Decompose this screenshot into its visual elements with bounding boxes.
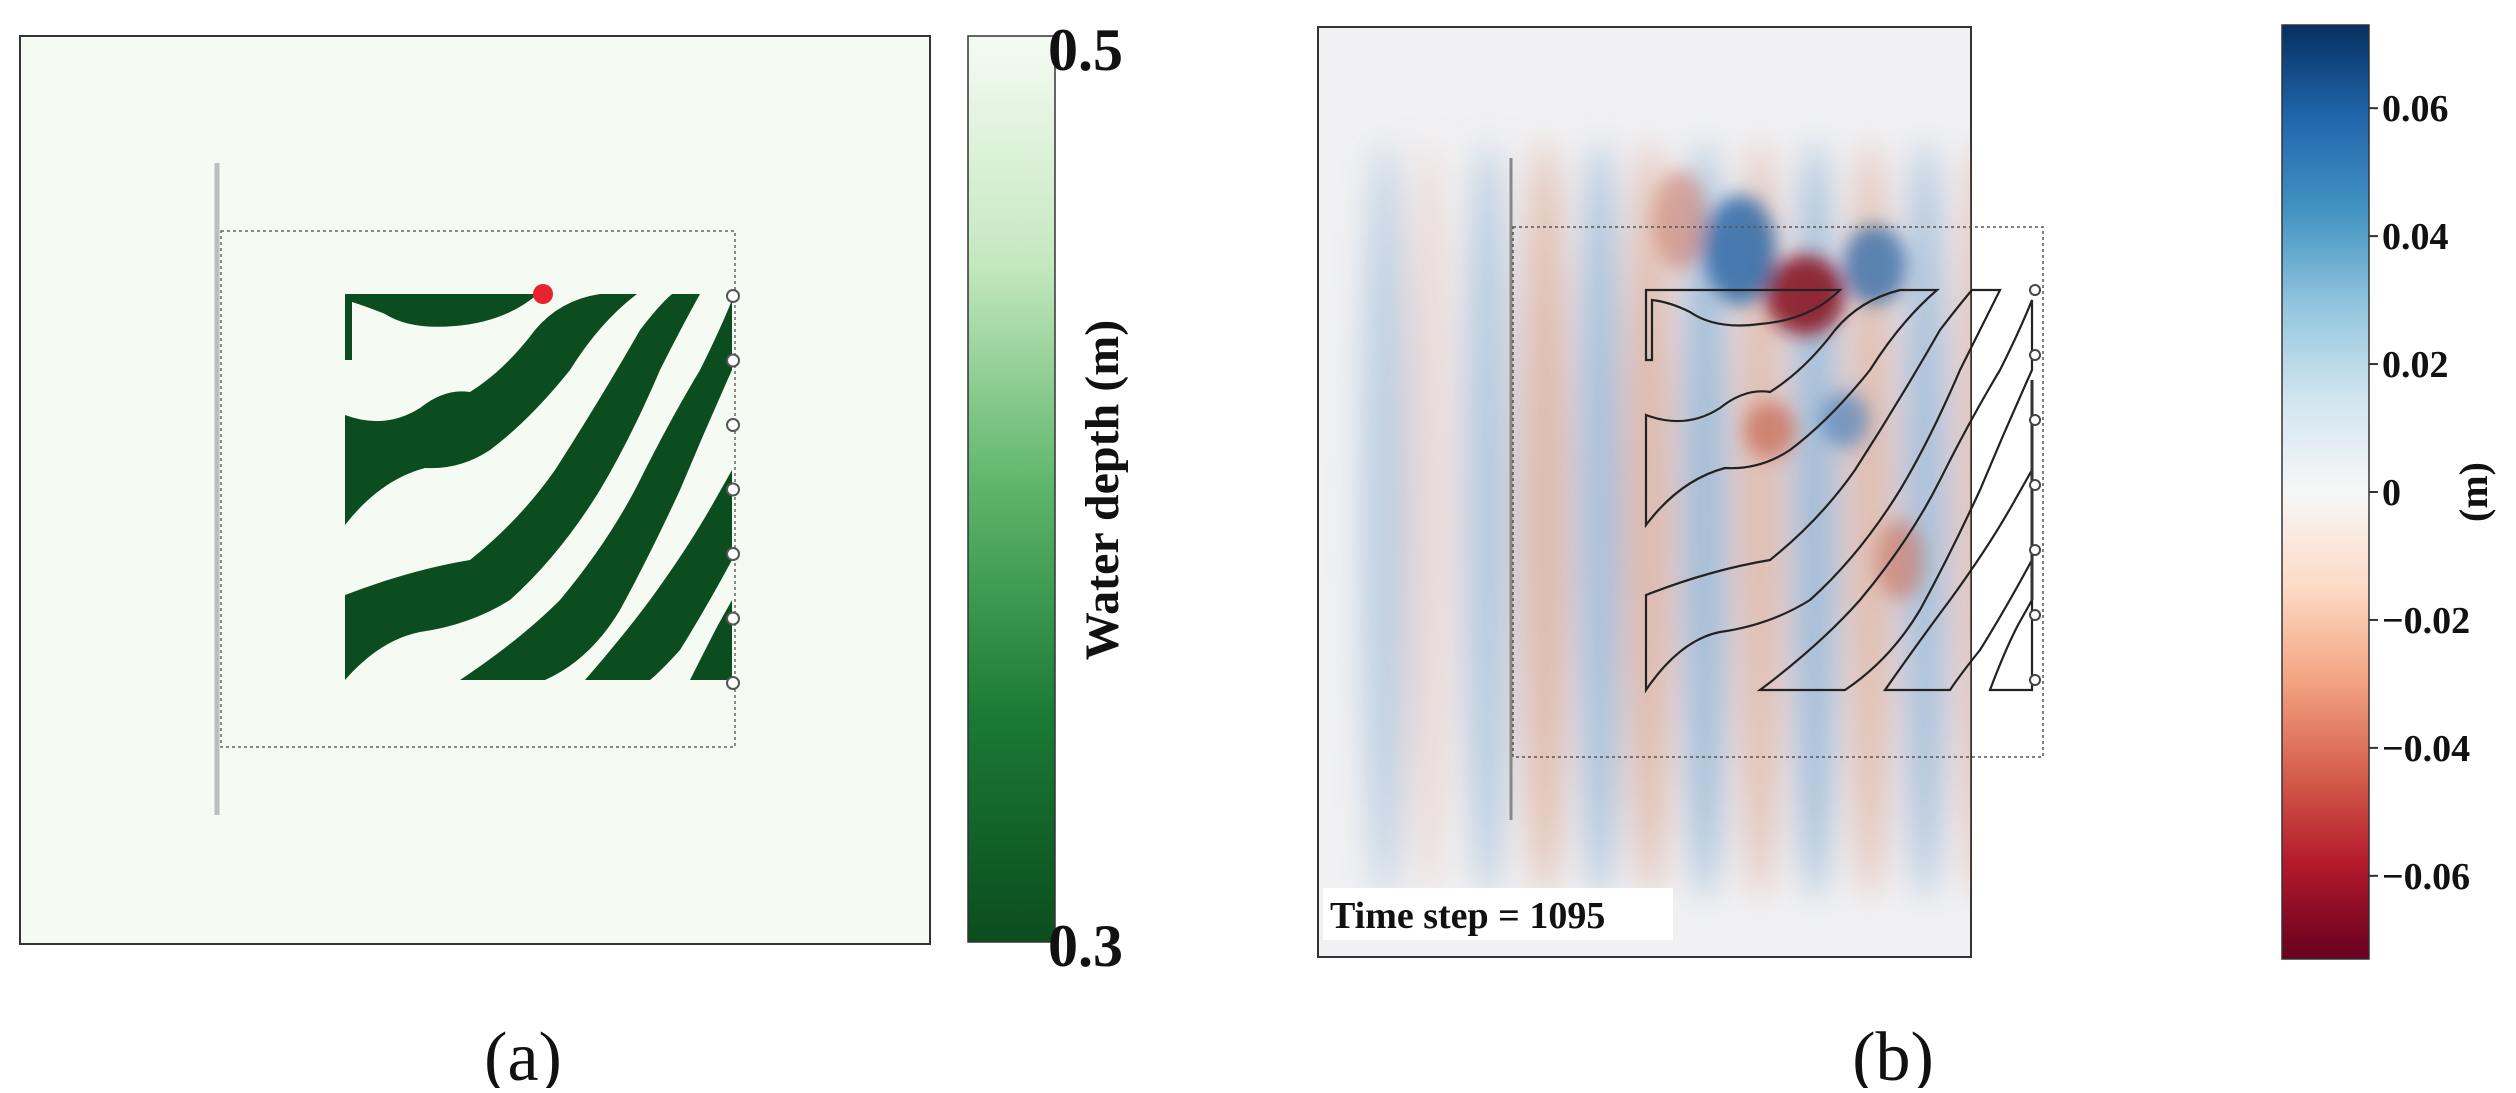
panel-a: 0.5 0.3 Water depth (m) (a) xyxy=(19,17,1129,1093)
panel-a-label: (a) xyxy=(484,1019,562,1088)
gauge-marker xyxy=(726,547,740,561)
outline-band-5 xyxy=(1988,595,2034,692)
wave-band xyxy=(1846,140,1894,900)
colorbar-b-tick-label: 0 xyxy=(2382,472,2401,514)
outline-band-1 xyxy=(1644,288,1940,529)
panel-a-shallow-zones xyxy=(345,294,732,680)
colorbar-b-tick-label: −0.04 xyxy=(2382,728,2470,770)
wave-peak xyxy=(1821,392,1869,448)
panel-a-colorbar xyxy=(967,35,1056,943)
colorbar-b-tick-label: −0.06 xyxy=(2382,856,2470,898)
panel-b: Time step = 1095 0.06 0.04 0.02 0 −0.02 −0.04… xyxy=(1317,24,2496,1093)
wave-band xyxy=(2111,140,2159,900)
panel-b-label: (b) xyxy=(1852,1019,1934,1088)
zone-band-1 xyxy=(345,294,637,525)
gauge-marker xyxy=(726,353,740,368)
zone-band-5 xyxy=(690,600,732,680)
outline-top-strip xyxy=(1644,288,1843,362)
colorbar-b-tick-label: 0.06 xyxy=(2382,88,2449,130)
colorbar-a-label: Water depth (m) xyxy=(1076,320,1129,660)
gauge-marker xyxy=(2029,479,2041,491)
zone-top-strip xyxy=(345,294,538,360)
wave-peak xyxy=(2123,420,2167,500)
wave-band xyxy=(1901,140,1949,900)
wave-band xyxy=(1361,140,1409,900)
wave-peak xyxy=(1765,255,1845,335)
colorbar-b-ticks: 0.06 0.04 0.02 0 −0.02 −0.04 −0.06 xyxy=(2369,88,2470,898)
colorbar-b-tick-label: 0.04 xyxy=(2382,216,2449,258)
wave-peak xyxy=(1744,402,1796,458)
wave-band xyxy=(2006,140,2054,900)
source-point-marker xyxy=(533,284,553,304)
colorbar-b-tick-label: 0.02 xyxy=(2382,344,2449,386)
wave-peak xyxy=(1654,170,1706,270)
outline-band-3 xyxy=(1756,299,2034,692)
gauge-marker xyxy=(2029,544,2041,556)
panel-a-plot-background xyxy=(19,35,931,945)
wave-peak xyxy=(1704,195,1776,305)
gauge-marker xyxy=(2029,609,2041,621)
outline-band-2 xyxy=(1644,288,2002,694)
panel-b-colorbar xyxy=(2281,24,2370,960)
wave-peak xyxy=(1876,520,1924,600)
wave-crests-troughs xyxy=(1361,140,2254,900)
time-step-annotation: Time step = 1095 xyxy=(1330,895,1605,937)
time-step-box xyxy=(1323,888,1673,940)
wave-peaks xyxy=(1654,170,2167,600)
panel-b-wave-field xyxy=(1361,140,2254,900)
wave-band xyxy=(1576,140,1624,900)
wave-band xyxy=(1736,140,1784,900)
panel-a-gauges xyxy=(726,289,740,690)
gauge-marker xyxy=(726,289,740,303)
wave-band xyxy=(2061,140,2109,900)
colorbar-a-tick-min: 0.3 xyxy=(1048,913,1123,979)
gauge-marker xyxy=(726,611,740,626)
wave-band xyxy=(2156,140,2204,900)
wave-band xyxy=(2206,140,2254,900)
gauge-marker xyxy=(726,482,740,497)
panel-b-zone-outlines xyxy=(1644,288,2034,694)
wave-band xyxy=(1464,140,1512,900)
zone-band-2 xyxy=(345,294,700,680)
gauge-marker xyxy=(726,676,740,690)
colorbar-b-tick-label: −0.02 xyxy=(2382,600,2470,642)
colorbar-b-label: (m) xyxy=(2451,462,2496,522)
zone-band-3 xyxy=(460,300,732,680)
gauge-marker xyxy=(2029,284,2041,296)
colorbar-a-tick-max: 0.5 xyxy=(1048,17,1123,83)
wave-band xyxy=(1406,140,1454,900)
gauge-marker xyxy=(726,418,740,432)
panel-b-gauges xyxy=(2029,284,2041,686)
zone-band-4 xyxy=(585,470,732,680)
wave-band xyxy=(1956,167,1971,873)
wave-band xyxy=(1521,140,1569,900)
wave-band xyxy=(1681,140,1729,900)
gauge-marker xyxy=(2029,674,2041,686)
wave-peak xyxy=(1843,225,1907,305)
panel-a-domain-box xyxy=(220,230,736,748)
panel-b-domain-box xyxy=(1512,226,2044,758)
gauge-marker xyxy=(2029,349,2041,361)
outline-band-4 xyxy=(1882,465,2034,692)
gauge-marker xyxy=(2029,414,2041,426)
